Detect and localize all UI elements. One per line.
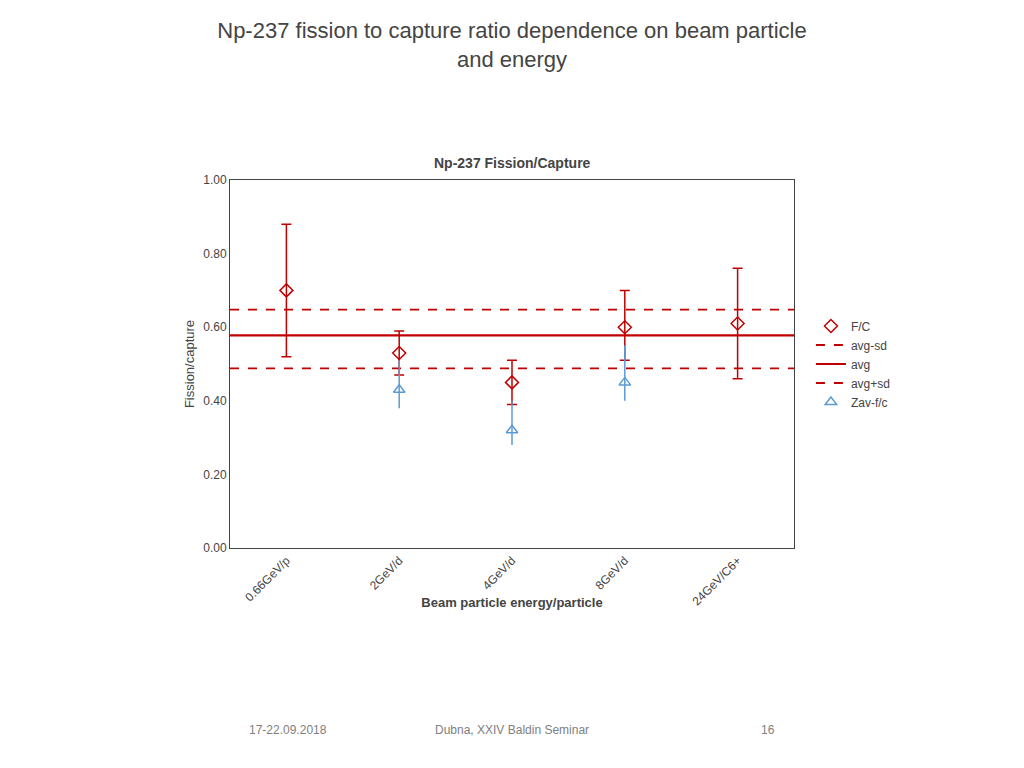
svg-text:0.60: 0.60 bbox=[203, 320, 227, 334]
svg-text:Fission/capture: Fission/capture bbox=[182, 320, 197, 408]
svg-text:Zav-f/c: Zav-f/c bbox=[851, 396, 888, 410]
svg-text:24GeV/C6+: 24GeV/C6+ bbox=[689, 554, 743, 608]
svg-text:17-22.09.2018: 17-22.09.2018 bbox=[249, 723, 327, 737]
svg-text:avg: avg bbox=[851, 358, 870, 372]
svg-text:Dubna, XXIV Baldin Seminar: Dubna, XXIV Baldin Seminar bbox=[435, 723, 589, 737]
svg-text:Beam particle energy/particle: Beam particle energy/particle bbox=[421, 595, 602, 610]
svg-text:0.20: 0.20 bbox=[203, 468, 227, 482]
svg-text:0.66GeV/p: 0.66GeV/p bbox=[242, 554, 293, 605]
svg-text:0.80: 0.80 bbox=[203, 247, 227, 261]
svg-text:0.00: 0.00 bbox=[203, 541, 227, 555]
svg-text:1.00: 1.00 bbox=[203, 173, 227, 187]
svg-text:0.40: 0.40 bbox=[203, 394, 227, 408]
svg-text:avg+sd: avg+sd bbox=[851, 377, 890, 391]
svg-text:F/C: F/C bbox=[851, 320, 871, 334]
svg-text:Np-237 Fission/Capture: Np-237 Fission/Capture bbox=[434, 155, 591, 171]
svg-text:2GeV/d: 2GeV/d bbox=[367, 554, 406, 593]
svg-text:8GeV/d: 8GeV/d bbox=[592, 554, 631, 593]
svg-text:4GeV/d: 4GeV/d bbox=[480, 554, 519, 593]
svg-text:16: 16 bbox=[761, 723, 775, 737]
svg-text:avg-sd: avg-sd bbox=[851, 339, 887, 353]
svg-text:Np-237 fission to capture rati: Np-237 fission to capture ratio dependen… bbox=[217, 18, 806, 72]
